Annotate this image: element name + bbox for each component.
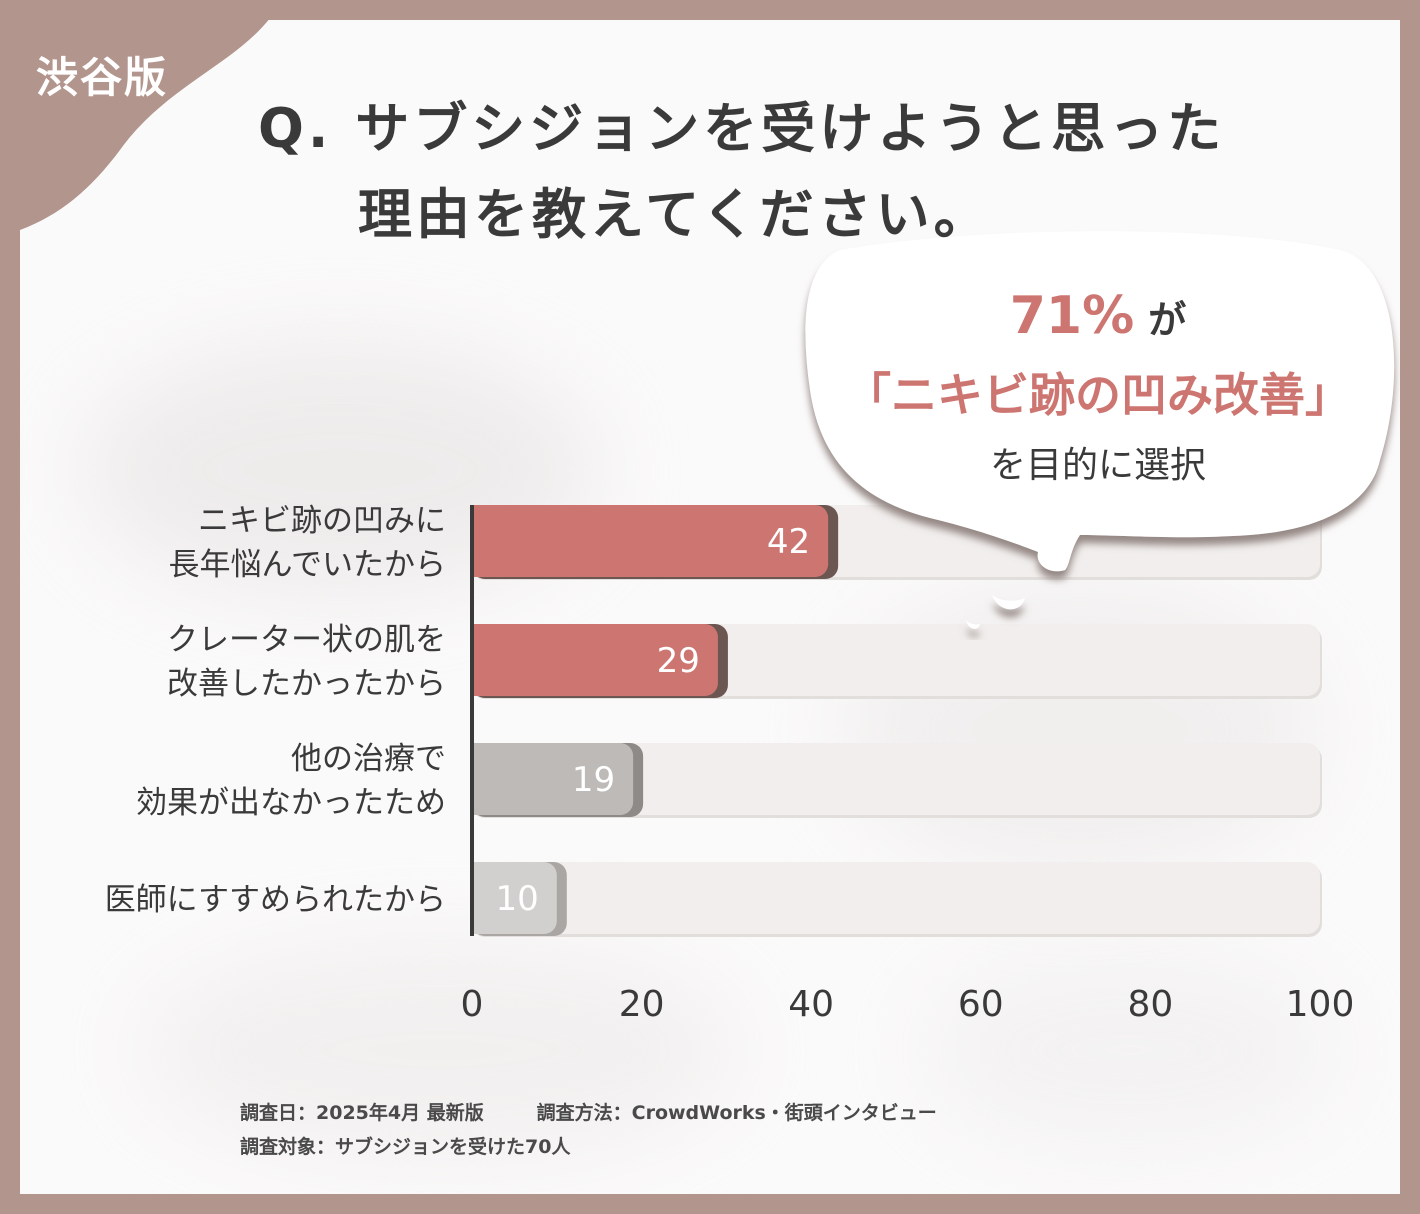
category-label: 改善したかったから: [167, 666, 446, 702]
category-label: 医師にすすめられたから: [105, 882, 446, 918]
survey-target: 調査対象：サブシジョンを受けた70人: [240, 1136, 571, 1158]
footnote-line-1: 調査日：2025年4月 最新版 調査方法：CrowdWorks・街頭インタビュー: [240, 1096, 937, 1130]
x-tick-label: 40: [788, 984, 834, 1025]
category-label: 効果が出なかったため: [136, 785, 446, 821]
bar-left-edge: [472, 624, 498, 696]
question-line-2: 理由を教えてください。: [358, 183, 992, 246]
category-label: 他の治療で: [291, 741, 446, 777]
bar-left-edge: [472, 505, 498, 577]
survey-method: 調査方法：CrowdWorks・街頭インタビュー: [536, 1102, 937, 1124]
bar-value-label: 42: [767, 522, 810, 562]
bar-value-label: 19: [572, 760, 615, 800]
footnote-line-2: 調査対象：サブシジョンを受けた70人: [240, 1130, 937, 1164]
value-labels: 42 29 19 10: [496, 522, 811, 919]
bar: [472, 743, 634, 815]
bar-value-label: 29: [657, 641, 700, 681]
survey-date: 調査日：2025年4月 最新版: [240, 1102, 484, 1124]
bars: [472, 505, 839, 936]
bar-track: [472, 862, 1320, 934]
bar-left-edge: [472, 743, 498, 815]
region-badge: 渋谷版: [36, 53, 169, 102]
category-label: ニキビ跡の凹みに: [198, 503, 446, 539]
bar-left-edge: [472, 862, 498, 934]
survey-footnote: 調査日：2025年4月 最新版 調査方法：CrowdWorks・街頭インタビュー…: [240, 1096, 937, 1164]
category-labels: ニキビ跡の凹みに長年悩んでいたからクレーター状の肌を改善したかったから他の治療で…: [105, 503, 446, 918]
corner-badge-shape: [0, 0, 282, 250]
callout-reason: 「ニキビ跡の凹み改善」: [845, 368, 1351, 422]
category-label: 長年悩んでいたから: [169, 547, 446, 583]
x-tick-label: 100: [1286, 984, 1355, 1025]
x-tick-labels: 0 20 40 60 80 100: [461, 984, 1355, 1025]
x-tick-label: 60: [958, 984, 1004, 1025]
callout-suffix: が: [1148, 298, 1187, 342]
bar-value-label: 10: [496, 879, 539, 919]
bar: [472, 505, 829, 577]
background-haze: [140, 940, 740, 1160]
infographic-card: [20, 20, 1400, 1194]
callout-percent: 71%: [1009, 286, 1135, 346]
x-tick-label: 20: [619, 984, 665, 1025]
x-tick-label: 0: [461, 984, 484, 1025]
background-haze: [920, 950, 1340, 1150]
callout-caption: を目的に選択: [989, 445, 1206, 486]
callout-headline: 71% が: [808, 280, 1388, 352]
bar: [472, 624, 718, 696]
callout-text: 71% が 「ニキビ跡の凹み改善」 を目的に選択: [808, 280, 1388, 496]
bar-track: [472, 743, 1320, 815]
category-label: クレーター状の肌を: [167, 622, 446, 658]
speech-bubble: [805, 231, 1395, 629]
question-title: Q. サブシジョンを受けようと思った 理由を教えてください。: [258, 86, 1225, 258]
question-line-1: Q. サブシジョンを受けようと思った: [258, 97, 1226, 160]
x-tick-label: 80: [1127, 984, 1173, 1025]
